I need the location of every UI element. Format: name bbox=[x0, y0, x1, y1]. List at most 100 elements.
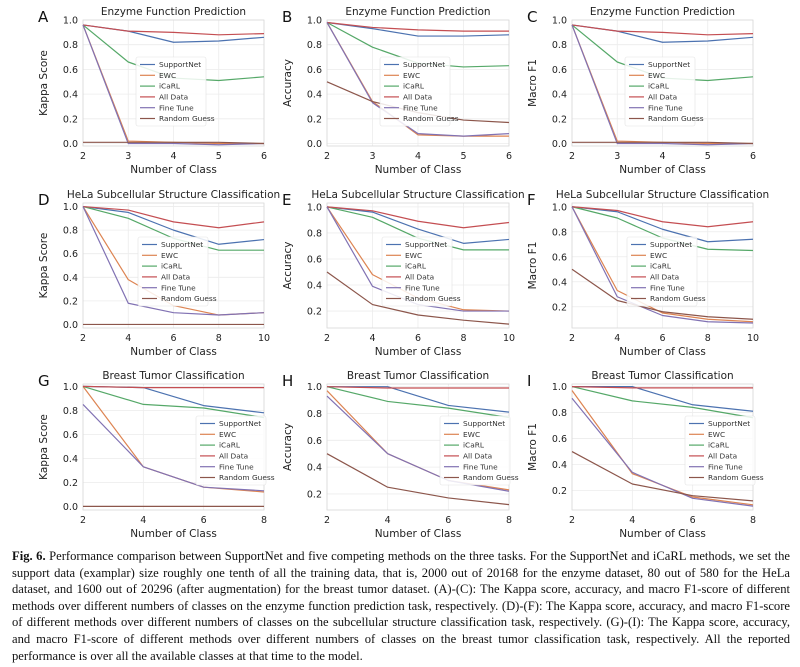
series-line-supportnet bbox=[82, 385, 265, 414]
chart-panel-h: 2 4 6 8 0.2 0.4 0.6 0.8 1.0 Breast Tumor Classifi… bbox=[282, 370, 519, 540]
series-line-all-data bbox=[326, 386, 509, 389]
y-tick-label: 0.6 bbox=[552, 65, 567, 76]
y-tick-label: 0.2 bbox=[63, 296, 78, 307]
x-axis-label: Number of Class bbox=[619, 346, 706, 358]
chart-title: HeLa Subcellular Structure Classificatio… bbox=[556, 189, 769, 201]
y-tick-label: 0.0 bbox=[63, 502, 78, 513]
legend-box bbox=[381, 236, 453, 307]
legend-entry: All Data bbox=[405, 273, 434, 282]
x-tick-label: 4 bbox=[415, 151, 421, 162]
y-tick-label: 0.2 bbox=[63, 478, 78, 489]
legend-entry: iCaRL bbox=[463, 441, 485, 450]
legend-entry: iCaRL bbox=[219, 441, 241, 450]
y-tick-label: 0.6 bbox=[307, 436, 322, 447]
x-tick-label: 6 bbox=[445, 515, 451, 526]
y-tick-label: 1.0 bbox=[552, 16, 567, 27]
y-axis-label: Kappa Score bbox=[38, 233, 50, 299]
legend-entry: Random Guess bbox=[463, 473, 519, 482]
series-line-fine-tune bbox=[82, 403, 265, 492]
legend-entry: All Data bbox=[219, 452, 248, 461]
x-tick-label: 6 bbox=[201, 515, 207, 526]
panel-letter: C bbox=[527, 8, 537, 26]
x-tick-label: 2 bbox=[80, 333, 86, 344]
x-tick-label: 2 bbox=[80, 515, 86, 526]
legend-entry: Fine Tune bbox=[403, 103, 438, 112]
series-line-random-guess bbox=[571, 268, 754, 320]
y-tick-label: 0.2 bbox=[307, 489, 322, 500]
x-tick-label: 4 bbox=[125, 333, 131, 344]
legend-entry: EWC bbox=[403, 71, 420, 80]
legend-entry: Fine Tune bbox=[650, 283, 685, 292]
series-line-fine-tune bbox=[571, 24, 754, 146]
y-tick-label: 0.6 bbox=[552, 252, 567, 263]
y-tick-label: 1.0 bbox=[307, 202, 322, 213]
x-tick-label: 6 bbox=[170, 333, 176, 344]
legend-entry: EWC bbox=[159, 71, 176, 80]
chart-title: Breast Tumor Classification bbox=[347, 370, 489, 382]
y-tick-label: 0.8 bbox=[63, 406, 78, 417]
y-axis-label: Macro F1 bbox=[527, 59, 539, 107]
y-axis-label: Accuracy bbox=[282, 59, 294, 107]
caption-text: Performance comparison between SupportNe… bbox=[12, 549, 790, 663]
legend-entry: iCaRL bbox=[159, 82, 181, 91]
panel-letter: A bbox=[38, 8, 49, 26]
x-tick-label: 10 bbox=[503, 333, 515, 344]
x-axis-label: Number of Class bbox=[130, 164, 217, 176]
y-axis-label: Kappa Score bbox=[38, 414, 50, 480]
y-tick-label: 0.0 bbox=[307, 139, 322, 150]
legend-entry: iCaRL bbox=[648, 82, 670, 91]
legend-entry: Random Guess bbox=[650, 294, 706, 303]
x-tick-label: 2 bbox=[569, 515, 575, 526]
series-line-all-data bbox=[571, 206, 754, 228]
plot-frame bbox=[571, 202, 754, 329]
y-tick-label: 0.6 bbox=[63, 430, 78, 441]
x-tick-label: 6 bbox=[506, 151, 512, 162]
series-line-icarl bbox=[326, 386, 510, 419]
series-line-icarl bbox=[571, 386, 754, 419]
x-tick-label: 4 bbox=[614, 333, 620, 344]
legend-entry: SupportNet bbox=[708, 419, 750, 428]
legend-entry: iCaRL bbox=[405, 262, 427, 271]
legend-entry: EWC bbox=[650, 251, 667, 260]
y-axis-label: Macro F1 bbox=[527, 242, 539, 290]
y-tick-label: 1.0 bbox=[552, 382, 567, 393]
legend-entry: All Data bbox=[403, 93, 432, 102]
legend-entry: Random Guess bbox=[159, 114, 215, 123]
series-line-supportnet bbox=[326, 206, 510, 244]
chart-title: Breast Tumor Classification bbox=[591, 370, 733, 382]
series-line-fine-tune bbox=[326, 395, 510, 492]
legend-entry: EWC bbox=[463, 430, 480, 439]
legend-entry: EWC bbox=[219, 430, 236, 439]
chart-panel-i: 2 4 6 8 0.2 0.4 0.6 0.8 1.0 Breast Tumor Classifi… bbox=[527, 370, 764, 540]
series-line-fine-tune bbox=[571, 397, 754, 507]
x-tick-label: 8 bbox=[261, 515, 267, 526]
legend-entry: EWC bbox=[648, 71, 665, 80]
chart-panel-c: 2 3 4 5 6 0.0 0.2 0.4 0.6 0.8 1.0 Enzyme Function P… bbox=[527, 6, 756, 176]
x-tick-label: 8 bbox=[460, 333, 466, 344]
y-tick-label: 1.0 bbox=[307, 16, 322, 27]
legend-entry: All Data bbox=[708, 452, 737, 461]
legend-entry: iCaRL bbox=[161, 262, 183, 271]
y-axis-label: Kappa Score bbox=[38, 50, 50, 116]
x-tick-label: 10 bbox=[747, 333, 759, 344]
y-tick-label: 0.8 bbox=[552, 408, 567, 419]
x-tick-label: 6 bbox=[415, 333, 421, 344]
chart-title: Enzyme Function Prediction bbox=[345, 6, 490, 18]
x-axis-label: Number of Class bbox=[375, 528, 462, 540]
legend-entry: SupportNet bbox=[648, 60, 690, 69]
series-line-supportnet bbox=[572, 385, 754, 412]
x-tick-label: 10 bbox=[258, 333, 270, 344]
x-tick-label: 4 bbox=[629, 515, 635, 526]
legend-entry: All Data bbox=[159, 93, 188, 102]
series-line-all-data bbox=[326, 21, 509, 32]
x-tick-label: 6 bbox=[659, 333, 665, 344]
legend-entry: Fine Tune bbox=[219, 462, 254, 471]
y-tick-label: 0.8 bbox=[307, 409, 322, 420]
x-tick-label: 5 bbox=[705, 151, 711, 162]
